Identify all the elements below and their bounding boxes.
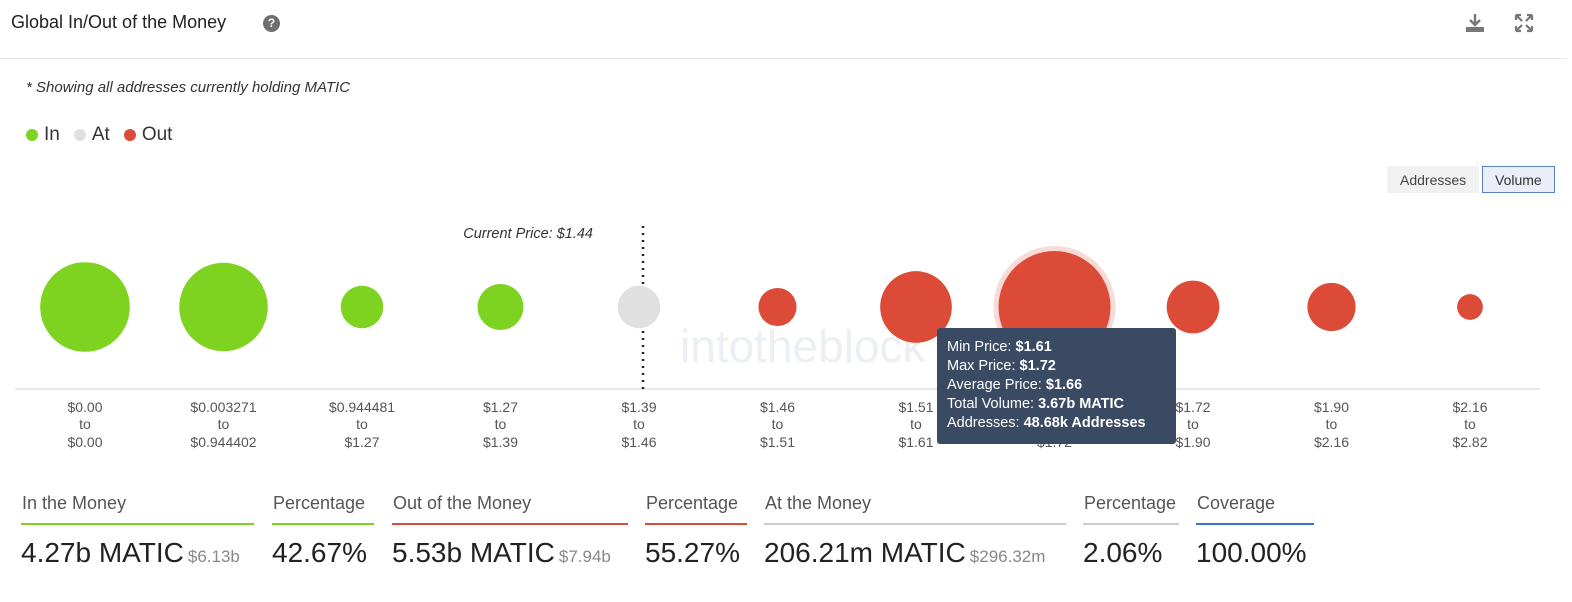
stat-in-the-money: In the Money 4.27b MATIC $6.13b xyxy=(21,493,254,569)
stat-out-percentage: Percentage 55.27% xyxy=(645,493,747,569)
watermark-text: intotheblock xyxy=(680,320,926,372)
stat-label: Coverage xyxy=(1196,493,1314,525)
x-tick-label-from: $2.16 xyxy=(1452,399,1487,415)
bubble-at xyxy=(617,285,661,329)
stat-value: 100.00% xyxy=(1196,537,1307,568)
x-tick-connector: to xyxy=(356,416,368,432)
legend-dot-out xyxy=(123,129,136,141)
addresses-toggle-button[interactable]: Addresses xyxy=(1387,166,1480,193)
x-tick-label-from: $1.27 xyxy=(483,399,518,415)
x-tick-label-from: $1.72 xyxy=(1175,399,1210,415)
x-tick-connector: to xyxy=(772,416,784,432)
x-tick-label-from: $0.003271 xyxy=(190,399,256,415)
download-icon[interactable] xyxy=(1464,12,1486,34)
legend-label-in: In xyxy=(44,124,60,145)
stat-label: Percentage xyxy=(645,493,747,525)
x-tick-connector: to xyxy=(218,416,230,432)
stat-label: Percentage xyxy=(272,493,374,525)
expand-icon[interactable] xyxy=(1513,12,1535,34)
x-tick-label-to: $1.90 xyxy=(1175,434,1210,450)
tooltip-min-price: Min Price: $1.61 xyxy=(947,339,1052,355)
holding-note: * Showing all addresses currently holdin… xyxy=(26,79,351,96)
help-circle-icon[interactable]: ? xyxy=(263,15,280,32)
x-tick-label-to: $2.82 xyxy=(1452,434,1487,450)
widget-title: Global In/Out of the Money xyxy=(11,12,227,32)
x-tick-label-to: $1.61 xyxy=(898,434,933,450)
bubble-out xyxy=(880,271,952,343)
tooltip-total-volume: Total Volume: 3.67b MATIC xyxy=(947,396,1125,412)
stat-in-percentage: Percentage 42.67% xyxy=(272,493,374,569)
legend-item-in[interactable]: In xyxy=(26,124,60,146)
tooltip-average-price: Average Price: $1.66 xyxy=(947,377,1083,393)
stat-at-percentage: Percentage 2.06% xyxy=(1083,493,1179,569)
stat-value: 42.67% xyxy=(272,537,367,568)
legend-dot-in xyxy=(26,129,38,141)
stat-label: Out of the Money xyxy=(392,493,628,525)
bubble-out xyxy=(1307,282,1356,332)
bubble-out xyxy=(1457,294,1483,320)
legend-item-at[interactable]: At xyxy=(73,124,110,146)
stat-value: 5.53b MATIC $7.94b xyxy=(392,537,611,568)
x-tick-connector: to xyxy=(633,416,645,432)
bubble-in xyxy=(477,284,524,330)
stat-out-of-the-money: Out of the Money 5.53b MATIC $7.94b xyxy=(392,493,628,569)
bubble-in xyxy=(340,285,384,329)
x-tick-label-to: $2.16 xyxy=(1314,434,1349,450)
x-tick-connector: to xyxy=(79,416,91,432)
legend-label-out: Out xyxy=(141,124,173,145)
bubble-in xyxy=(40,262,130,352)
x-tick-label-from: $0.00 xyxy=(67,399,102,415)
legend-dot-at xyxy=(73,129,86,141)
x-tick-label-to: $0.00 xyxy=(67,434,102,450)
bubble-tooltip: Min Price: $1.61 Max Price: $1.72 Averag… xyxy=(937,328,1176,444)
widget-header: Global In/Out of the Money ? xyxy=(0,0,1566,59)
x-tick-label-from: $1.90 xyxy=(1314,399,1349,415)
legend-label-at: At xyxy=(91,124,110,145)
x-tick-label-from: $1.39 xyxy=(621,399,656,415)
chart-legend: In At Out xyxy=(26,124,172,146)
bubble-out xyxy=(758,287,797,327)
x-tick-label-from: $1.46 xyxy=(760,399,795,415)
x-tick-connector: to xyxy=(1326,416,1338,432)
x-tick-label-to: $1.46 xyxy=(621,434,656,450)
legend-item-out[interactable]: Out xyxy=(123,124,173,146)
tooltip-max-price: Max Price: $1.72 xyxy=(947,358,1056,374)
x-tick-connector: to xyxy=(1464,416,1476,432)
stat-label: Percentage xyxy=(1083,493,1179,525)
x-tick-label-to: $1.27 xyxy=(344,434,379,450)
stat-label: In the Money xyxy=(21,493,254,525)
bubble-in xyxy=(179,262,268,352)
x-tick-connector: to xyxy=(910,416,922,432)
x-tick-label-from: $0.944481 xyxy=(329,399,395,415)
stat-coverage: Coverage 100.00% xyxy=(1196,493,1314,569)
stat-value: 4.27b MATIC $6.13b xyxy=(21,537,240,568)
x-tick-label-to: $0.944402 xyxy=(190,434,256,450)
x-tick-label-to: $1.51 xyxy=(760,434,795,450)
stat-at-the-money: At the Money 206.21m MATIC $296.32m xyxy=(764,493,1066,569)
tooltip-addresses: Addresses: 48.68k Addresses xyxy=(947,415,1146,431)
x-tick-label-from: $1.51 xyxy=(898,399,933,415)
stat-value: 2.06% xyxy=(1083,537,1163,568)
stat-value: 55.27% xyxy=(645,537,740,568)
stat-value: 206.21m MATIC $296.32m xyxy=(764,537,1046,568)
x-tick-connector: to xyxy=(495,416,507,432)
x-tick-connector: to xyxy=(1187,416,1199,432)
bubble-out xyxy=(1166,280,1220,334)
x-tick-label-to: $1.39 xyxy=(483,434,518,450)
stat-label: At the Money xyxy=(764,493,1066,525)
current-price-label: Current Price: $1.44 xyxy=(463,226,593,242)
volume-toggle-button[interactable]: Volume xyxy=(1482,166,1555,193)
